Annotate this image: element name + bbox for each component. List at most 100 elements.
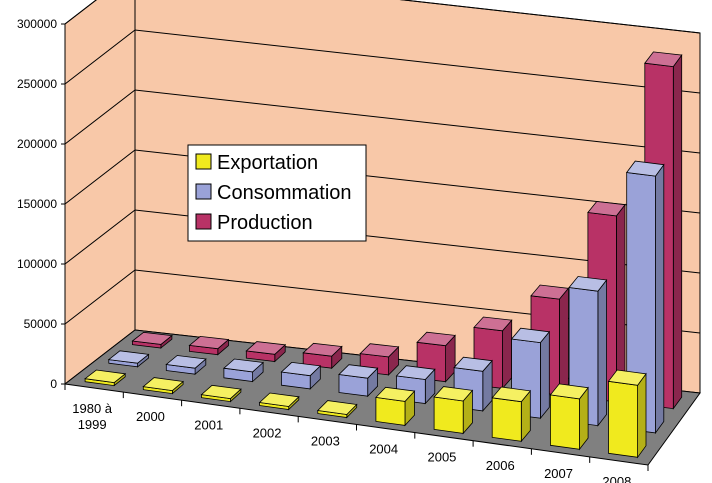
x-tick-label: 2004 — [369, 442, 398, 457]
bar-side — [637, 372, 647, 459]
bar-production-3 — [302, 342, 343, 370]
bar-exportation-1 — [142, 377, 185, 395]
bar-consommation-0 — [107, 350, 150, 368]
x-tick-label: 2005 — [427, 450, 456, 465]
bar-side — [502, 319, 513, 390]
y-tick-label: 300000 — [17, 17, 57, 31]
bar-top — [510, 327, 551, 344]
x-tick-label: 2002 — [253, 425, 282, 440]
bar-top — [107, 350, 150, 364]
bar-top — [200, 384, 242, 400]
bar-exportation-0 — [84, 369, 127, 387]
bar-front — [608, 380, 638, 458]
bar-exportation-4 — [316, 400, 358, 419]
x-tick-label: 2000 — [136, 409, 165, 424]
x-tick-label: 2001 — [194, 417, 223, 432]
bars — [84, 51, 683, 459]
y-tick-label: 0 — [50, 377, 57, 391]
bar-top — [316, 400, 358, 415]
bar-front — [550, 394, 580, 450]
bar-top — [258, 392, 300, 407]
bar-top — [416, 331, 456, 347]
x-tick-label: 2007 — [544, 466, 573, 481]
bar-top — [453, 356, 493, 372]
bar-exportation-7 — [491, 386, 532, 443]
bar-top — [625, 160, 665, 177]
bar-production-2 — [245, 341, 287, 363]
legend-label: Consommation — [217, 182, 352, 204]
bar-production-0 — [131, 331, 173, 349]
bar-side — [672, 53, 683, 410]
y-tick-label: 100000 — [17, 257, 57, 271]
x-axis-ticks: 1980 à 1999 2000 2001 2002 2003 2004 2005 2006 20… — [64, 384, 649, 483]
gridline — [64, 149, 701, 214]
x-tick-label: 2008 — [602, 474, 631, 483]
x-tick-line: 1980 à — [72, 401, 113, 416]
bar-consommation-2 — [222, 358, 265, 383]
y-tick-label: 200000 — [17, 137, 57, 151]
bar-exportation-2 — [200, 384, 242, 403]
x-tick-label: 2003 — [311, 433, 340, 448]
bar-consommation-9 — [625, 160, 665, 435]
bar-top — [607, 369, 647, 386]
legend-swatch — [195, 183, 212, 200]
bar-top — [188, 335, 230, 350]
bar-top — [131, 331, 173, 345]
gridlines — [64, 0, 701, 334]
bar-side — [655, 163, 665, 435]
bar-top — [359, 343, 400, 358]
bar-consommation-4 — [338, 364, 379, 398]
x-tick-label: 2006 — [486, 458, 515, 473]
x-tick-line: 1999 — [78, 417, 107, 432]
y-tick-label: 50000 — [24, 317, 58, 331]
legend-label: Exportation — [217, 152, 318, 174]
bar-top — [587, 201, 626, 217]
bar-front — [375, 396, 406, 426]
bar-exportation-8 — [549, 383, 589, 451]
bar-top — [473, 316, 513, 332]
legend: Exportation Consommation Production — [187, 144, 367, 242]
bar-top — [165, 355, 207, 369]
bar-top — [222, 358, 265, 373]
bar-exportation-9 — [607, 369, 647, 459]
bar-consommation-7 — [510, 327, 551, 420]
bar-top — [375, 386, 416, 402]
bar-top — [84, 369, 127, 384]
bar-top — [395, 365, 436, 380]
bar-front — [433, 396, 464, 434]
bar-top — [491, 386, 532, 403]
y-tick-label: 250000 — [17, 77, 57, 91]
bar-exportation-3 — [258, 392, 300, 411]
bar-top — [549, 383, 589, 400]
bar-top — [338, 364, 379, 379]
bar-top — [530, 284, 570, 300]
gridline — [64, 269, 701, 334]
bar-top — [568, 276, 608, 292]
legend-label: Production — [217, 212, 313, 234]
legend-swatch — [195, 153, 212, 170]
bar-top — [433, 386, 474, 402]
bar-top — [644, 51, 683, 68]
y-tick-label: 150000 — [17, 197, 57, 211]
legend-swatch — [195, 213, 212, 230]
bar-top — [142, 377, 185, 392]
gridline — [64, 89, 701, 154]
legend-box — [187, 144, 367, 242]
bar-exportation-5 — [375, 386, 416, 427]
bar-consommation-5 — [395, 365, 436, 405]
y-axis-ticks: 300000 250000 200000 150000 100000 50000 0 — [17, 17, 65, 391]
bar-consommation-1 — [165, 355, 207, 376]
bar-front — [491, 397, 522, 442]
bar-top — [302, 342, 343, 357]
bar-consommation-3 — [280, 361, 322, 390]
gridline — [64, 29, 701, 94]
gridline — [64, 0, 701, 34]
bar-side — [559, 287, 569, 397]
bar-top — [245, 341, 287, 355]
bar-production-1 — [188, 335, 230, 356]
bar-side — [597, 278, 607, 427]
bar-top — [280, 361, 322, 377]
gridline — [64, 209, 701, 274]
